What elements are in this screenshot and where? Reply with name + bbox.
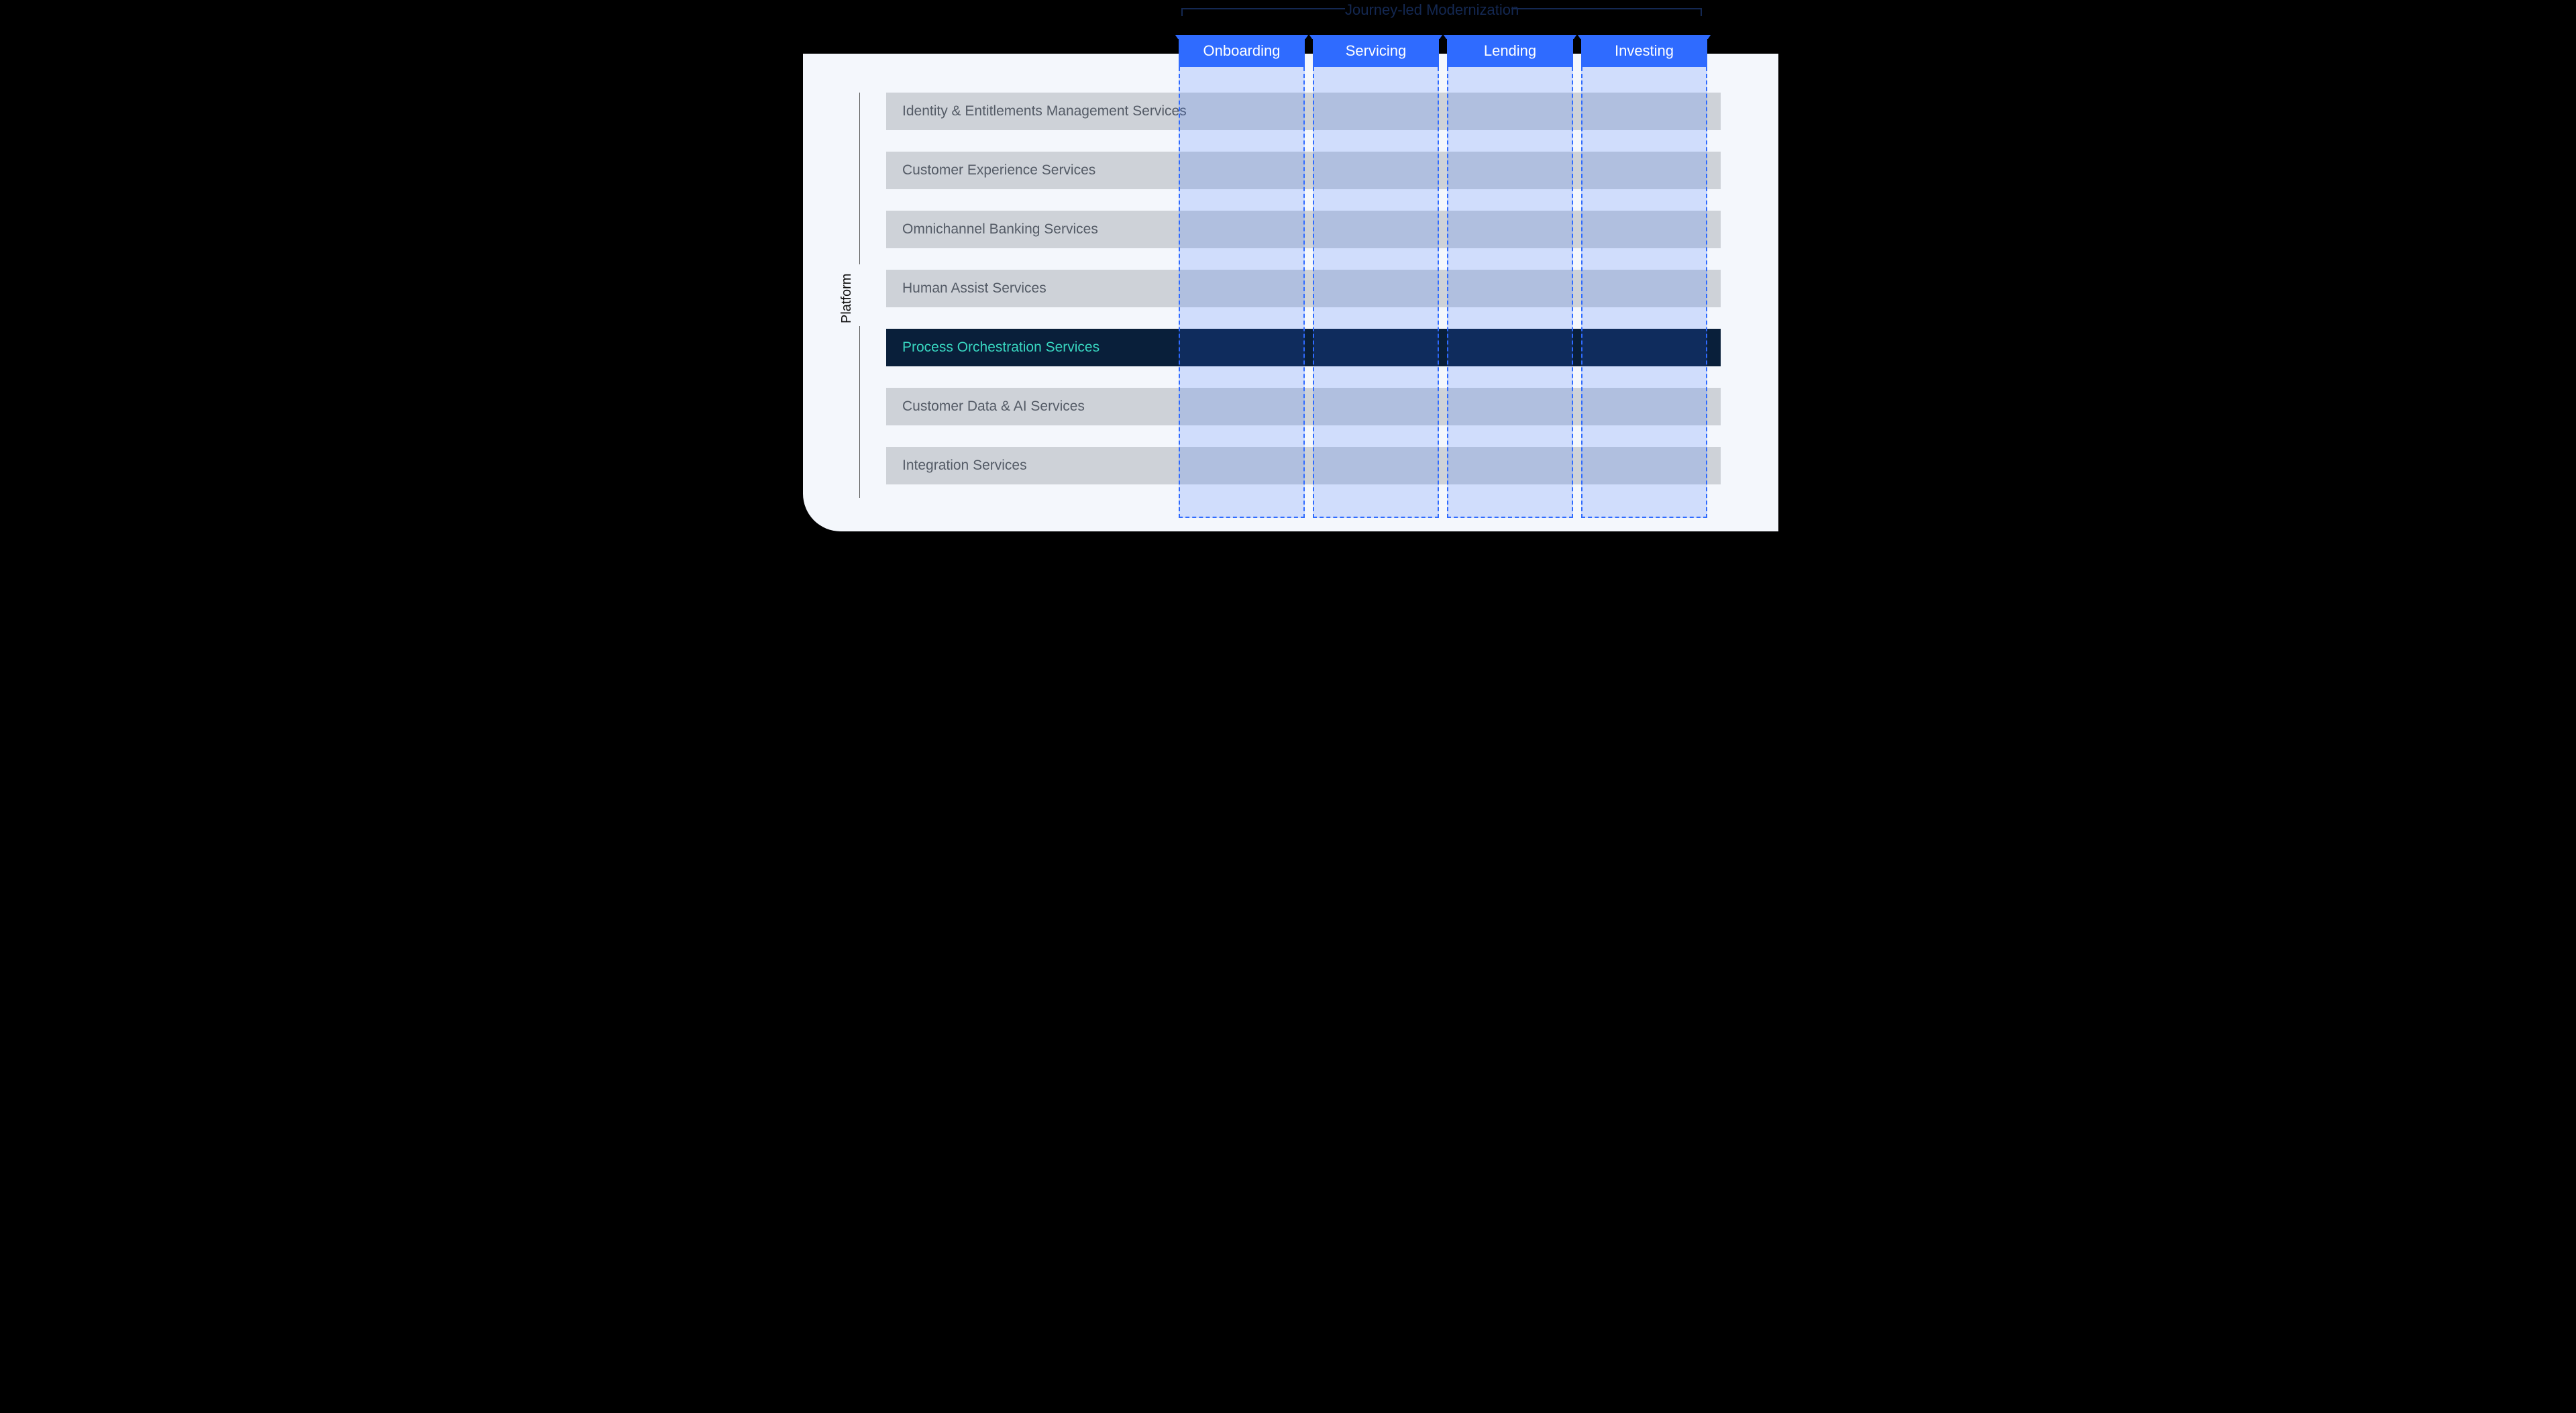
- journey-header-label: Lending: [1484, 42, 1536, 60]
- header-title: Journey-led Modernization: [1345, 1, 1511, 19]
- platform-side-label: Platform: [839, 274, 855, 323]
- journey-header-label: Servicing: [1346, 42, 1406, 60]
- journey-column: [1447, 67, 1573, 518]
- journey-header: Investing: [1581, 35, 1707, 67]
- journey-column: [1179, 67, 1305, 518]
- service-row-label: Human Assist Services: [902, 280, 1046, 297]
- journey-column: [1313, 67, 1439, 518]
- journey-header-label: Investing: [1615, 42, 1674, 60]
- journey-header: Lending: [1447, 35, 1573, 67]
- journey-header-label: Onboarding: [1203, 42, 1281, 60]
- header-bracket-tick-left: [1181, 8, 1183, 16]
- journey-header: Onboarding: [1179, 35, 1305, 67]
- service-row-label: Customer Experience Services: [902, 162, 1095, 178]
- header-bracket-tick-right: [1701, 8, 1702, 16]
- journey-header: Servicing: [1313, 35, 1439, 67]
- platform-side-rule-top: [859, 93, 860, 264]
- header-bracket-left: [1181, 8, 1345, 9]
- diagram-stage: Journey-led Modernization Platform Ident…: [787, 0, 1789, 550]
- journey-column: [1581, 67, 1707, 518]
- service-row-label: Process Orchestration Services: [902, 339, 1099, 356]
- platform-side-rule-bottom: [859, 326, 860, 498]
- service-row-label: Omnichannel Banking Services: [902, 221, 1098, 238]
- service-row-label: Integration Services: [902, 458, 1027, 474]
- header-bracket-right: [1511, 8, 1702, 9]
- service-row-label: Identity & Entitlements Management Servi…: [902, 103, 1187, 119]
- service-row-label: Customer Data & AI Services: [902, 399, 1085, 415]
